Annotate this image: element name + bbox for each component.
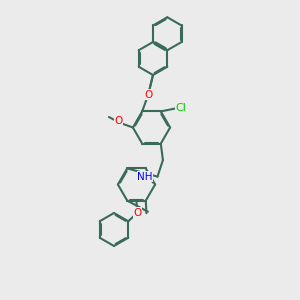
Text: NH: NH [137,172,153,182]
Text: O: O [134,208,142,218]
Text: O: O [115,116,123,126]
Text: Cl: Cl [176,103,187,113]
Text: O: O [144,90,152,100]
